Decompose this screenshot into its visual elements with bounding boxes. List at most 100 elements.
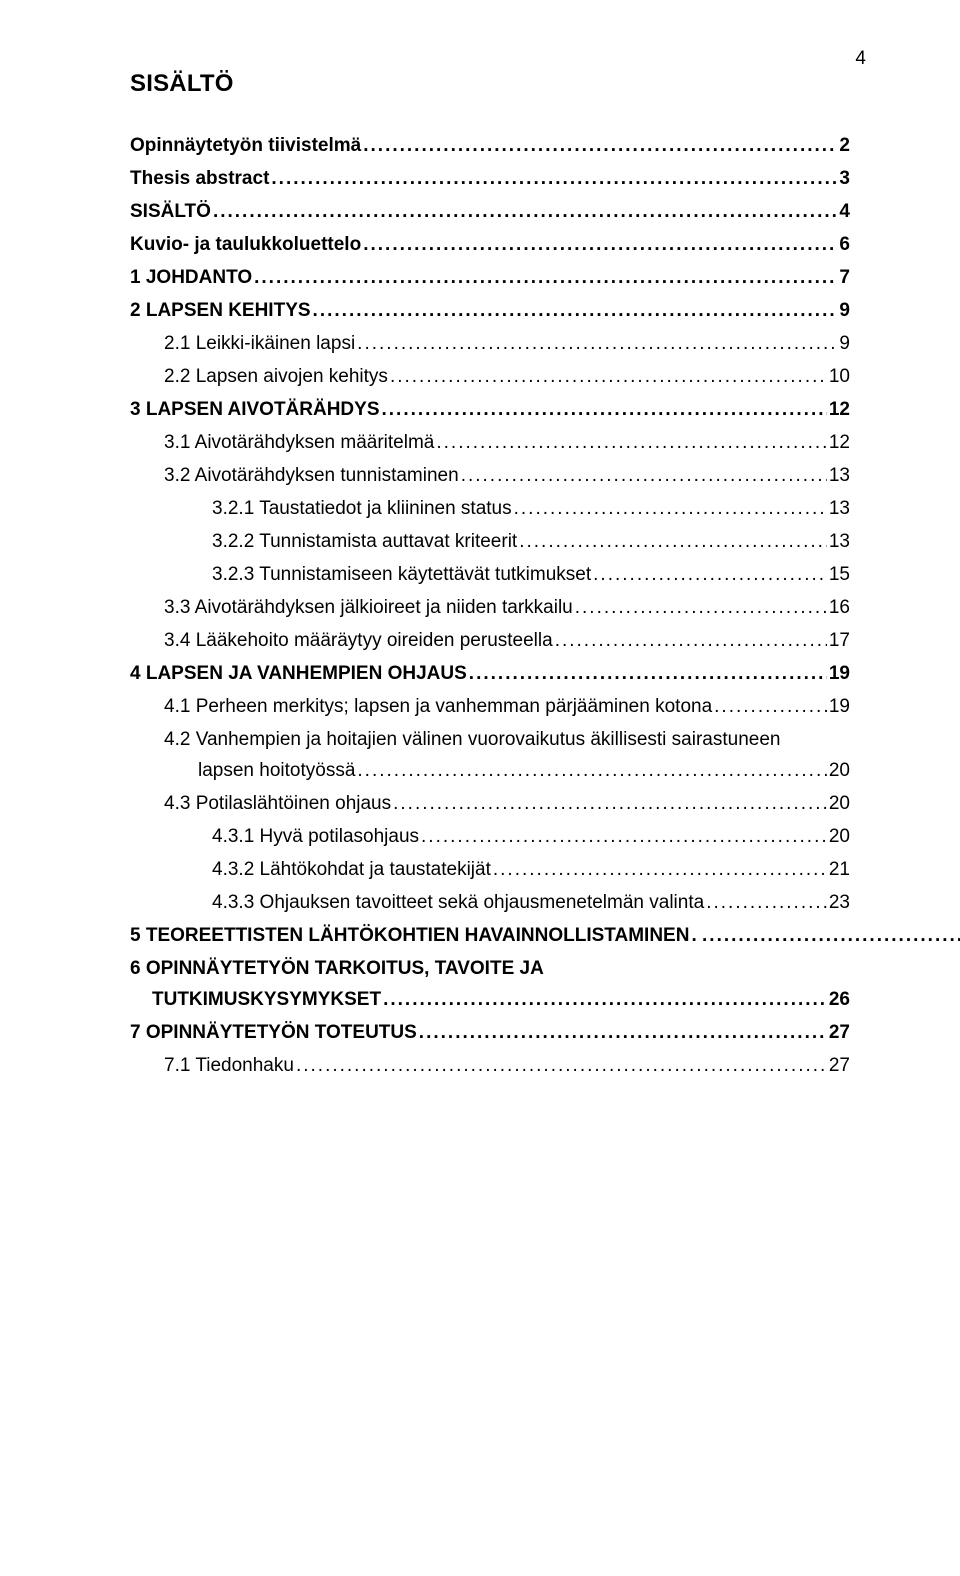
toc-label: 3.2.1 Taustatiedot ja kliininen status	[212, 499, 512, 518]
toc-entry: 4.3.2 Lähtökohdat ja taustatekijät 21	[130, 860, 850, 879]
toc-entry: Opinnäytetyön tiivistelmä2	[130, 136, 850, 155]
toc-label: Opinnäytetyön tiivistelmä	[130, 136, 361, 155]
toc-entry: Thesis abstract 3	[130, 169, 850, 188]
toc-page: 13	[829, 466, 850, 485]
toc-page: 7	[839, 268, 850, 287]
toc-entry: 3.2.3 Tunnistamiseen käytettävät tutkimu…	[130, 565, 850, 584]
toc-label: 4.3 Potilaslähtöinen ohjaus	[164, 794, 391, 813]
toc-label: Kuvio- ja taulukkoluettelo	[130, 235, 361, 254]
toc-leader	[519, 532, 827, 551]
page: 4 SISÄLTÖ Opinnäytetyön tiivistelmä2 Thes…	[0, 0, 960, 1576]
toc-label: 5 TEOREETTISTEN LÄHTÖKOHTIEN HAVAINNOLLI…	[130, 926, 689, 945]
toc-entry: 4.3.1 Hyvä potilasohjaus 20	[130, 827, 850, 846]
toc-leader	[706, 893, 827, 912]
toc-leader	[390, 367, 827, 386]
toc-leader	[575, 598, 827, 617]
toc-page: 17	[829, 631, 850, 650]
toc-label: 4 LAPSEN JA VANHEMPIEN OHJAUS	[130, 664, 467, 683]
toc-leader	[393, 794, 827, 813]
toc-label: Thesis abstract	[130, 169, 269, 188]
toc-page: 9	[839, 301, 850, 320]
toc-page: 13	[829, 499, 850, 518]
toc-page: 20	[829, 794, 850, 813]
toc-page: 27	[829, 1056, 850, 1075]
toc-leader	[357, 334, 837, 353]
toc-page: 12	[829, 400, 850, 419]
toc-leader	[313, 301, 838, 320]
toc-page: 13	[829, 532, 850, 551]
toc-label: 4.3.1 Hyvä potilasohjaus	[212, 827, 419, 846]
toc-page: 4	[839, 202, 850, 221]
toc-entry: 2 LAPSEN KEHITYS 9	[130, 301, 850, 320]
toc-entry: 2.2 Lapsen aivojen kehitys10	[130, 367, 850, 386]
toc-entry: 2.1 Leikki-ikäinen lapsi9	[130, 334, 850, 353]
toc-entry: SISÄLTÖ 4	[130, 202, 850, 221]
toc-page: 20	[829, 827, 850, 846]
toc-label: 3.3 Aivotärähdyksen jälkioireet ja niide…	[164, 598, 573, 617]
toc-page: 21	[829, 860, 850, 879]
toc-entry-continuation: lapsen hoitotyössä20	[130, 761, 850, 780]
toc-entry: 4.3.3 Ohjauksen tavoitteet sekä ohjausme…	[130, 893, 850, 912]
page-number: 4	[855, 48, 866, 70]
toc-leader	[271, 169, 837, 188]
toc-leader	[436, 433, 826, 452]
toc-label: SISÄLTÖ	[130, 202, 211, 221]
toc-leader	[382, 400, 827, 419]
toc-entry: 6 OPINNÄYTETYÖN TARKOITUS, TAVOITE JA	[130, 959, 850, 978]
toc-leader	[363, 235, 837, 254]
toc-page: 12	[829, 433, 850, 452]
toc-label: 2 LAPSEN KEHITYS	[130, 301, 311, 320]
toc-label: 6 OPINNÄYTETYÖN TARKOITUS, TAVOITE JA	[130, 959, 544, 978]
toc-label: 3.1 Aivotärähdyksen määritelmä	[164, 433, 434, 452]
toc-entry: 3.1 Aivotärähdyksen määritelmä 12	[130, 433, 850, 452]
toc-page: 3	[839, 169, 850, 188]
toc-title: SISÄLTÖ	[130, 70, 850, 98]
toc-entry: 1 JOHDANTO 7	[130, 268, 850, 287]
toc-leader	[357, 761, 826, 780]
toc-label: 2.1 Leikki-ikäinen lapsi	[164, 334, 355, 353]
toc-leader	[593, 565, 827, 584]
table-of-contents: Opinnäytetyön tiivistelmä2 Thesis abstrac…	[130, 136, 850, 1075]
toc-page: 26	[829, 990, 850, 1009]
toc-label: 4.1 Perheen merkitys; lapsen ja vanhemma…	[164, 697, 712, 716]
toc-entry: 4.3 Potilaslähtöinen ohjaus 20	[130, 794, 850, 813]
toc-entry: 4 LAPSEN JA VANHEMPIEN OHJAUS19	[130, 664, 850, 683]
toc-entry-continuation: TUTKIMUSKYSYMYKSET 26	[130, 990, 850, 1009]
toc-label: 3.2 Aivotärähdyksen tunnistaminen	[164, 466, 459, 485]
toc-label: 3 LAPSEN AIVOTÄRÄHDYS	[130, 400, 380, 419]
toc-label: 4.3.3 Ohjauksen tavoitteet sekä ohjausme…	[212, 893, 704, 912]
toc-page: 20	[829, 761, 850, 780]
toc-leader	[714, 697, 827, 716]
toc-leader	[296, 1056, 827, 1075]
toc-page: 15	[829, 565, 850, 584]
toc-entry: Kuvio- ja taulukkoluettelo 6	[130, 235, 850, 254]
toc-label: 7.1 Tiedonhaku	[164, 1056, 294, 1075]
toc-label: 3.2.3 Tunnistamiseen käytettävät tutkimu…	[212, 565, 591, 584]
toc-entry: 3.4 Lääkehoito määräytyy oireiden perust…	[130, 631, 850, 650]
toc-entry: 3.2.1 Taustatiedot ja kliininen status 13	[130, 499, 850, 518]
toc-entry: 3.2 Aivotärähdyksen tunnistaminen 13	[130, 466, 850, 485]
toc-label: TUTKIMUSKYSYMYKSET	[152, 990, 381, 1009]
toc-label: 7 OPINNÄYTETYÖN TOTEUTUS	[130, 1023, 417, 1042]
toc-label: 2.2 Lapsen aivojen kehitys	[164, 367, 388, 386]
toc-leader	[419, 1023, 827, 1042]
toc-leader	[254, 268, 837, 287]
toc-page: 23	[829, 893, 850, 912]
toc-entry: 3.2.2 Tunnistamista auttavat kriteerit 13	[130, 532, 850, 551]
toc-leader	[383, 990, 827, 1009]
toc-entry: 7.1 Tiedonhaku 27	[130, 1056, 850, 1075]
toc-leader	[213, 202, 837, 221]
toc-entry: 7 OPINNÄYTETYÖN TOTEUTUS 27	[130, 1023, 850, 1042]
toc-entry: 4.2 Vanhempien ja hoitajien välinen vuor…	[130, 730, 850, 749]
toc-page: 6	[839, 235, 850, 254]
toc-page: 27	[829, 1023, 850, 1042]
toc-leader	[363, 136, 837, 155]
toc-label: 1 JOHDANTO	[130, 268, 252, 287]
toc-entry: 4.1 Perheen merkitys; lapsen ja vanhemma…	[130, 697, 850, 716]
toc-label: 3.2.2 Tunnistamista auttavat kriteerit	[212, 532, 517, 551]
toc-leader	[555, 631, 827, 650]
toc-label: 4.2 Vanhempien ja hoitajien välinen vuor…	[164, 730, 780, 749]
toc-page: 16	[829, 598, 850, 617]
toc-entry: 3 LAPSEN AIVOTÄRÄHDYS 12	[130, 400, 850, 419]
toc-label: 4.3.2 Lähtökohdat ja taustatekijät	[212, 860, 491, 879]
